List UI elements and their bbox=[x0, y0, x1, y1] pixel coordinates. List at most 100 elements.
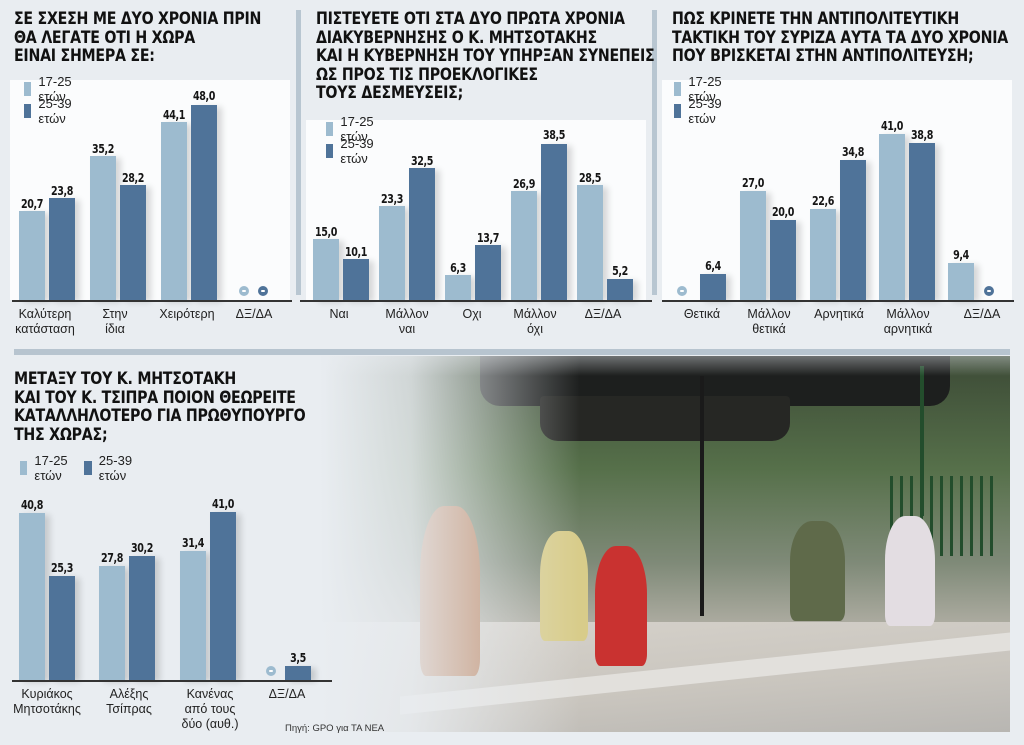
legend-item-17-25: 17-25 ετών bbox=[674, 74, 722, 104]
bar-25-39-dk bbox=[607, 279, 633, 300]
category-label: Στην ίδια bbox=[102, 307, 128, 336]
bar-25-39-yes bbox=[343, 259, 369, 300]
legend-item-25-39: 25-39 ετών bbox=[326, 136, 374, 166]
bar-17-25-same bbox=[90, 156, 116, 300]
person-shape bbox=[790, 521, 845, 621]
value-label: 41,0 bbox=[212, 496, 234, 511]
value-label: 35,2 bbox=[92, 141, 114, 156]
value-label: 13,7 bbox=[477, 230, 499, 245]
bar-17-25-mitsotakis bbox=[19, 513, 45, 680]
bar-plot: 40,8 25,3 27,8 30,2 31,4 41,0 3,5 bbox=[10, 0, 320, 680]
value-label: 20,7 bbox=[21, 196, 43, 211]
bar-17-25-neither bbox=[180, 551, 206, 680]
category-label: ΔΞ/ΔΑ bbox=[268, 687, 306, 701]
legend-swatch-light bbox=[20, 461, 28, 475]
bar-25-39-worse bbox=[191, 105, 217, 300]
bar-25-39-neither bbox=[210, 512, 236, 680]
value-label: 9,4 bbox=[953, 247, 969, 262]
bar-17-25-dk bbox=[577, 185, 603, 300]
legend-swatch-light bbox=[24, 82, 32, 96]
bar-17-25-worse bbox=[161, 122, 187, 300]
bar-25-39-no bbox=[475, 245, 501, 300]
legend-item-25-39: 25-39 ετών bbox=[84, 453, 132, 483]
legend-swatch-dark bbox=[24, 104, 32, 118]
zero-marker-17-25 bbox=[266, 666, 276, 676]
person-shape bbox=[885, 516, 935, 626]
value-label: 34,8 bbox=[842, 144, 864, 159]
umbrella-pole bbox=[700, 376, 704, 616]
zero-marker-17-25 bbox=[239, 286, 249, 296]
value-label: 22,6 bbox=[812, 193, 834, 208]
x-axis bbox=[12, 680, 332, 682]
zero-marker-25-39 bbox=[984, 286, 994, 296]
bar-plot: 6,4 27,0 20,0 22,6 34,8 41,0 38,8 9,4 bbox=[662, 0, 1012, 300]
bar-17-25-rather-yes bbox=[379, 206, 405, 300]
panel-divider-1 bbox=[296, 10, 301, 295]
value-label: 28,2 bbox=[122, 170, 144, 185]
zero-marker-25-39 bbox=[258, 286, 268, 296]
value-label: 48,0 bbox=[193, 88, 215, 103]
bar-25-39-rather-negative bbox=[909, 143, 935, 300]
category-label: Κανένας από τους δύο (αυθ.) bbox=[181, 687, 239, 731]
bar-17-25-rather-no bbox=[511, 191, 537, 300]
category-label: Ναι bbox=[329, 307, 349, 321]
value-label: 20,0 bbox=[772, 204, 794, 219]
chart-title: ΠΩΣ ΚΡΙΝΕΤΕ ΤΗΝ ΑΝΤΙΠΟΛΙΤΕΥΤΙΚΗ ΤΑΚΤΙΚΗ … bbox=[672, 9, 1008, 65]
value-label: 25,3 bbox=[51, 560, 73, 575]
legend-swatch-dark bbox=[84, 461, 92, 475]
umbrella-pole bbox=[920, 366, 924, 516]
value-label: 32,5 bbox=[411, 153, 433, 168]
bar-25-39-negative bbox=[840, 160, 866, 300]
value-label: 6,4 bbox=[705, 258, 721, 273]
bar-25-39-mitsotakis bbox=[49, 576, 75, 680]
legend-item-25-39: 25-39 ετών bbox=[674, 96, 722, 126]
legend-item-17-25: 17-25 ετών bbox=[20, 453, 68, 483]
chart-legend: 17-25 ετών 25-39 ετών bbox=[326, 114, 374, 166]
value-label: 6,3 bbox=[450, 260, 466, 275]
chart-title: ΣΕ ΣΧΕΣΗ ΜΕ ΔΥΟ ΧΡΟΝΙΑ ΠΡΙΝ ΘΑ ΛΕΓΑΤΕ ΟΤ… bbox=[14, 9, 262, 65]
value-label: 27,0 bbox=[742, 175, 764, 190]
value-label: 30,2 bbox=[131, 540, 153, 555]
value-label: 26,9 bbox=[513, 176, 535, 191]
source-credit: Πηγή: GPO για ΤΑ ΝΕΑ bbox=[285, 723, 385, 734]
bar-17-25-better bbox=[19, 211, 45, 300]
bar-17-25-negative bbox=[810, 209, 836, 300]
chart-legend: 17-25 ετών 25-39 ετών bbox=[24, 74, 72, 126]
category-label: Αρνητικά bbox=[814, 307, 864, 321]
value-label: 31,4 bbox=[182, 535, 204, 550]
category-label: ΔΞ/ΔΑ bbox=[235, 307, 273, 321]
bar-17-25-rather-negative bbox=[879, 134, 905, 300]
photo-fade-top bbox=[320, 356, 1010, 376]
value-label: 3,5 bbox=[290, 650, 306, 665]
x-axis bbox=[662, 300, 1014, 302]
bar-25-39-rather-positive bbox=[770, 220, 796, 300]
category-label: Αλέξης Τσίπρας bbox=[106, 687, 152, 716]
cafe-photo bbox=[320, 356, 1010, 732]
value-label: 38,8 bbox=[911, 127, 933, 142]
bar-17-25-dk bbox=[948, 263, 974, 300]
chart-title: ΜΕΤΑΞΥ ΤΟΥ Κ. ΜΗΤΣΟΤΑΚΗ ΚΑΙ ΤΟΥ Κ. ΤΣΙΠΡ… bbox=[14, 369, 306, 444]
legend-swatch-dark bbox=[326, 144, 334, 158]
bar-25-39-better bbox=[49, 198, 75, 300]
person-shape bbox=[595, 546, 647, 666]
chart-legend: 17-25 ετών 25-39 ετών bbox=[674, 74, 722, 126]
bar-25-39-tsipras bbox=[129, 556, 155, 680]
category-label: ΔΞ/ΔΑ bbox=[584, 307, 622, 321]
category-label: Κυριάκος Μητσοτάκης bbox=[13, 687, 81, 716]
value-label: 38,5 bbox=[543, 127, 565, 142]
value-label: 23,3 bbox=[381, 191, 403, 206]
category-label: Χειρότερη bbox=[159, 307, 215, 321]
value-label: 28,5 bbox=[579, 170, 601, 185]
section-divider bbox=[14, 349, 1010, 355]
category-label: Οχι bbox=[462, 307, 482, 321]
value-label: 5,2 bbox=[612, 263, 628, 278]
category-label: Καλύτερη κατάσταση bbox=[15, 307, 75, 336]
legend-swatch-dark bbox=[674, 104, 682, 118]
bar-25-39-same bbox=[120, 185, 146, 300]
bar-25-39-dk bbox=[285, 666, 311, 680]
umbrella-shape bbox=[540, 396, 790, 441]
panel-divider-2 bbox=[652, 10, 657, 295]
bar-17-25-tsipras bbox=[99, 566, 125, 680]
legend-item-17-25: 17-25 ετών bbox=[326, 114, 374, 144]
value-label: 10,1 bbox=[345, 244, 367, 259]
